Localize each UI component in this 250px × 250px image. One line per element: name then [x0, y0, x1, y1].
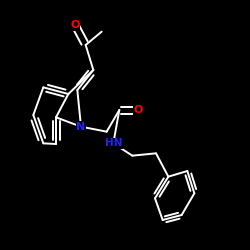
Text: O: O [134, 105, 143, 115]
Text: O: O [70, 20, 80, 30]
Text: N: N [76, 122, 86, 132]
Text: HN: HN [104, 138, 122, 148]
